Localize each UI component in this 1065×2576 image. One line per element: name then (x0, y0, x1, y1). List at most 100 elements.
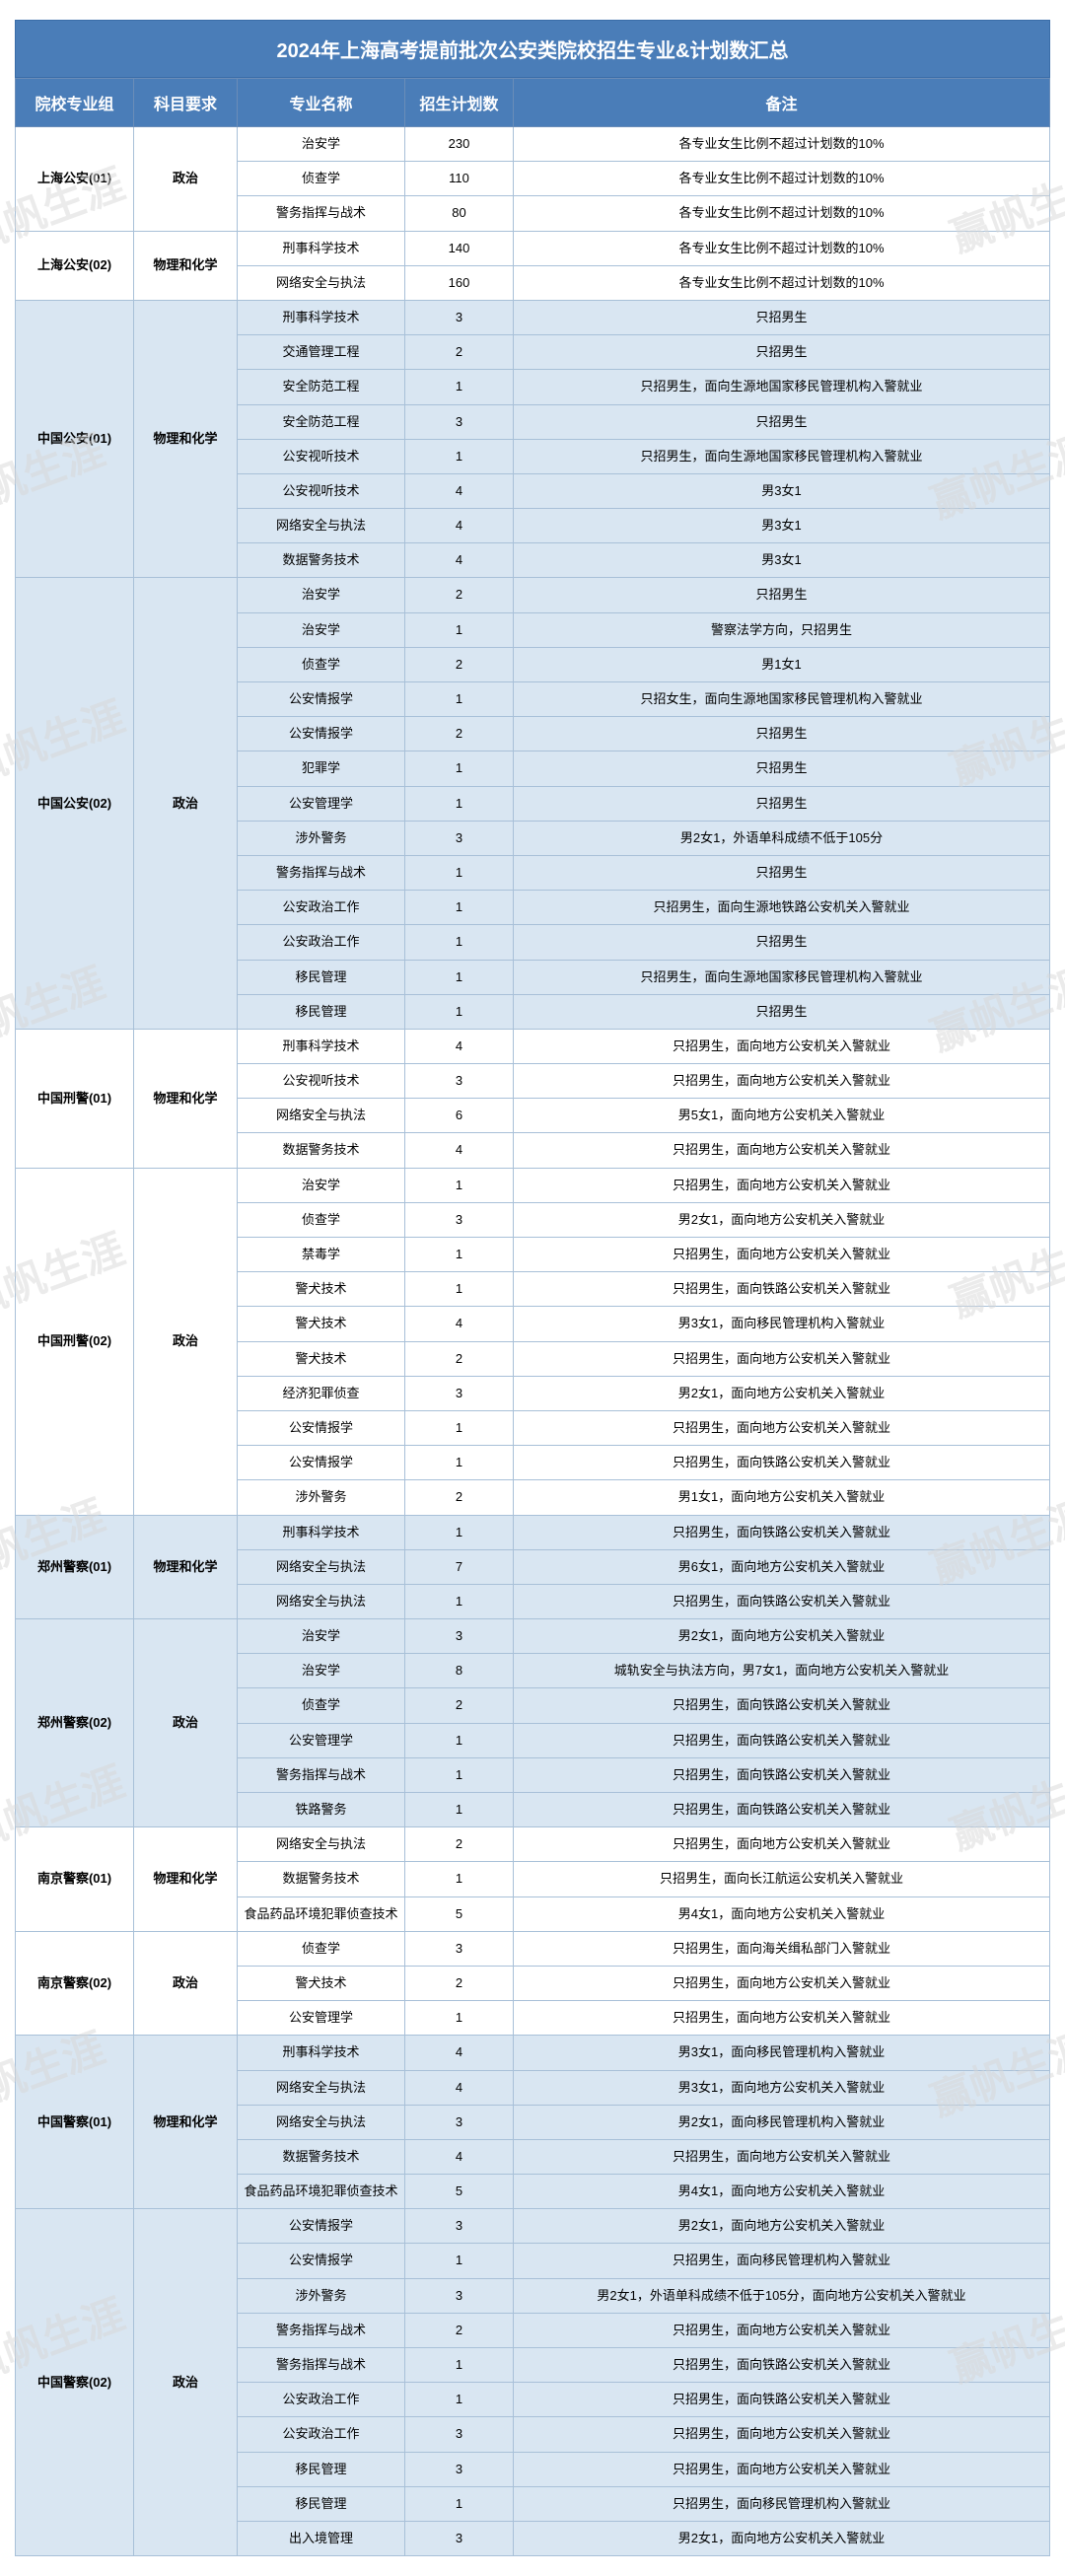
count-cell: 3 (405, 1064, 514, 1099)
note-cell: 只招男生，面向地方公安机关入警就业 (514, 2417, 1050, 2452)
major-cell: 涉外警务 (238, 2278, 405, 2313)
note-cell: 只招男生 (514, 994, 1050, 1029)
major-cell: 数据警务技术 (238, 1862, 405, 1896)
major-cell: 公安情报学 (238, 2244, 405, 2278)
table-row: 郑州警察(01)物理和化学刑事科学技术1只招男生，面向铁路公安机关入警就业 (16, 1515, 1050, 1549)
major-cell: 移民管理 (238, 2486, 405, 2521)
school-cell: 上海公安(02) (16, 231, 134, 300)
note-cell: 只招男生，面向海关缉私部门入警就业 (514, 1931, 1050, 1966)
major-cell: 公安视听技术 (238, 439, 405, 473)
note-cell: 各专业女生比例不超过计划数的10% (514, 162, 1050, 196)
major-cell: 刑事科学技术 (238, 1029, 405, 1063)
note-cell: 只招男生，面向地方公安机关入警就业 (514, 1827, 1050, 1862)
table-row: 中国警察(02)政治公安情报学3男2女1，面向地方公安机关入警就业 (16, 2209, 1050, 2244)
count-cell: 6 (405, 1099, 514, 1133)
note-cell: 只招男生 (514, 786, 1050, 821)
subject-cell: 政治 (134, 1931, 238, 2036)
major-cell: 出入境管理 (238, 2521, 405, 2555)
note-cell: 男6女1，面向地方公安机关入警就业 (514, 1549, 1050, 1584)
subject-cell: 物理和化学 (134, 1515, 238, 1619)
count-cell: 8 (405, 1654, 514, 1688)
major-cell: 警务指挥与战术 (238, 855, 405, 890)
note-cell: 只招男生，面向地方公安机关入警就业 (514, 1966, 1050, 2000)
count-cell: 1 (405, 1793, 514, 1827)
table-row: 南京警察(02)政治侦查学3只招男生，面向海关缉私部门入警就业 (16, 1931, 1050, 1966)
school-cell: 中国警察(01) (16, 2036, 134, 2209)
table-row: 南京警察(01)物理和化学网络安全与执法2只招男生，面向地方公安机关入警就业 (16, 1827, 1050, 1862)
note-cell: 各专业女生比例不超过计划数的10% (514, 127, 1050, 162)
count-cell: 1 (405, 855, 514, 890)
count-cell: 3 (405, 2452, 514, 2486)
count-cell: 1 (405, 1272, 514, 1307)
note-cell: 男3女1 (514, 473, 1050, 508)
table-row: 中国警察(01)物理和化学刑事科学技术4男3女1，面向移民管理机构入警就业 (16, 2036, 1050, 2070)
major-cell: 涉外警务 (238, 821, 405, 855)
count-cell: 2 (405, 1688, 514, 1723)
note-cell: 男2女1，外语单科成绩不低于105分，面向地方公安机关入警就业 (514, 2278, 1050, 2313)
major-cell: 网络安全与执法 (238, 1827, 405, 1862)
count-cell: 4 (405, 543, 514, 578)
major-cell: 治安学 (238, 578, 405, 612)
note-cell: 只招男生 (514, 925, 1050, 960)
subject-cell: 物理和化学 (134, 1029, 238, 1168)
note-cell: 男3女1 (514, 509, 1050, 543)
count-cell: 2 (405, 1480, 514, 1515)
note-cell: 男2女1，面向地方公安机关入警就业 (514, 1202, 1050, 1237)
major-cell: 网络安全与执法 (238, 509, 405, 543)
count-cell: 3 (405, 1202, 514, 1237)
major-cell: 网络安全与执法 (238, 1549, 405, 1584)
count-cell: 3 (405, 821, 514, 855)
major-cell: 侦查学 (238, 1688, 405, 1723)
note-cell: 男2女1，面向地方公安机关入警就业 (514, 2521, 1050, 2555)
count-cell: 5 (405, 2175, 514, 2209)
note-cell: 只招男生，面向地方公安机关入警就业 (514, 1341, 1050, 1376)
note-cell: 只招男生 (514, 855, 1050, 890)
count-cell: 1 (405, 1168, 514, 1202)
note-cell: 男2女1，面向地方公安机关入警就业 (514, 2209, 1050, 2244)
note-cell: 只招男生，面向铁路公安机关入警就业 (514, 2383, 1050, 2417)
count-cell: 1 (405, 439, 514, 473)
count-cell: 1 (405, 2486, 514, 2521)
note-cell: 男5女1，面向地方公安机关入警就业 (514, 1099, 1050, 1133)
major-cell: 禁毒学 (238, 1238, 405, 1272)
major-cell: 公安情报学 (238, 1446, 405, 1480)
note-cell: 男1女1，面向地方公安机关入警就业 (514, 1480, 1050, 1515)
major-cell: 数据警务技术 (238, 2139, 405, 2174)
count-cell: 1 (405, 2001, 514, 2036)
major-cell: 网络安全与执法 (238, 2105, 405, 2139)
major-cell: 移民管理 (238, 960, 405, 994)
table-row: 中国刑警(02)政治治安学1只招男生，面向地方公安机关入警就业 (16, 1168, 1050, 1202)
note-cell: 只招男生，面向地方公安机关入警就业 (514, 1238, 1050, 1272)
note-cell: 只招男生，面向地方公安机关入警就业 (514, 2001, 1050, 2036)
count-cell: 1 (405, 682, 514, 717)
major-cell: 侦查学 (238, 647, 405, 681)
note-cell: 男3女1，面向地方公安机关入警就业 (514, 2070, 1050, 2105)
major-cell: 数据警务技术 (238, 1133, 405, 1168)
count-cell: 1 (405, 1862, 514, 1896)
count-cell: 2 (405, 1966, 514, 2000)
count-cell: 4 (405, 1029, 514, 1063)
header-school: 院校专业组 (16, 79, 134, 127)
count-cell: 1 (405, 1446, 514, 1480)
count-cell: 2 (405, 717, 514, 751)
major-cell: 治安学 (238, 1619, 405, 1654)
subject-cell: 物理和化学 (134, 300, 238, 578)
note-cell: 各专业女生比例不超过计划数的10% (514, 231, 1050, 265)
count-cell: 2 (405, 335, 514, 370)
count-cell: 2 (405, 2313, 514, 2347)
major-cell: 警务指挥与战术 (238, 196, 405, 231)
count-cell: 4 (405, 473, 514, 508)
note-cell: 只招男生 (514, 717, 1050, 751)
table-row: 郑州警察(02)政治治安学3男2女1，面向地方公安机关入警就业 (16, 1619, 1050, 1654)
count-cell: 1 (405, 1584, 514, 1618)
major-cell: 公安政治工作 (238, 2383, 405, 2417)
note-cell: 只招男生，面向地方公安机关入警就业 (514, 1133, 1050, 1168)
note-cell: 男2女1，面向地方公安机关入警就业 (514, 1619, 1050, 1654)
note-cell: 男3女1 (514, 543, 1050, 578)
page-container: 2024年上海高考提前批次公安类院校招生专业&计划数汇总 院校专业组 科目要求 … (0, 0, 1065, 2576)
major-cell: 公安情报学 (238, 1410, 405, 1445)
school-cell: 郑州警察(02) (16, 1619, 134, 1827)
note-cell: 男3女1，面向移民管理机构入警就业 (514, 2036, 1050, 2070)
school-cell: 上海公安(01) (16, 127, 134, 232)
major-cell: 网络安全与执法 (238, 1099, 405, 1133)
